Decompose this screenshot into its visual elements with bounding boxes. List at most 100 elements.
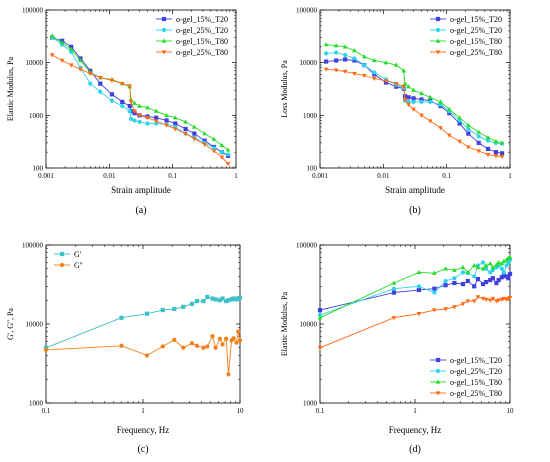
legend: o-gel_15%_T20 o-gel_25%_T20 o-gel_15%_T80o… — [430, 15, 502, 57]
series-line — [51, 54, 229, 165]
data-point — [457, 139, 462, 144]
legend: o-gel_15%_T20 o-gel_25%_T20 o-gel_15%_T80o… — [156, 15, 228, 57]
data-point — [460, 270, 466, 275]
data-point — [217, 336, 222, 341]
data-point — [438, 99, 443, 104]
data-point — [419, 99, 424, 104]
data-point — [210, 334, 215, 339]
series-line — [51, 37, 229, 157]
series-line — [45, 331, 241, 375]
y-tick-label: 10000 — [26, 321, 44, 329]
legend-marker — [435, 357, 441, 363]
data-point — [317, 312, 323, 318]
legend-label: o-gel_25%_T80 — [450, 389, 502, 398]
data-point — [128, 100, 134, 105]
x-tick-label: 1 — [508, 172, 512, 180]
minor-ticks — [320, 10, 510, 168]
data-point — [219, 142, 225, 147]
data-point — [487, 261, 493, 266]
data-point — [153, 119, 159, 124]
legend-marker — [435, 50, 441, 55]
legend-label: o-gel_15%_T80 — [450, 37, 502, 46]
data-point — [137, 103, 142, 108]
legend-marker — [435, 27, 441, 33]
x-tick-label: 1 — [141, 407, 145, 415]
data-point — [68, 46, 74, 51]
data-point — [452, 276, 457, 281]
data-point — [427, 94, 433, 99]
data-point — [119, 315, 124, 320]
data-point — [371, 76, 377, 82]
y-tick-label: 10000 — [300, 321, 318, 329]
data-point — [317, 315, 323, 320]
data-point — [202, 142, 207, 147]
series-line — [51, 37, 229, 156]
data-point — [457, 121, 462, 126]
data-point — [432, 290, 437, 295]
data-point — [476, 129, 481, 134]
data-point — [213, 345, 218, 350]
series-1 — [50, 35, 231, 157]
legend-marker — [59, 262, 65, 268]
data-point — [452, 267, 457, 272]
data-point — [98, 81, 103, 86]
legend-marker — [59, 251, 65, 257]
x-tick-label: 10 — [507, 407, 515, 415]
chart-panel-c: 0.1 1 10 1000 10000 100000 Frequency, Hz G', G'… — [6, 242, 244, 456]
legend: o-gel_15%_T20 o-gel_25%_T20 o-gel_15%_T80o… — [430, 356, 502, 398]
data-point — [466, 122, 471, 127]
data-point — [164, 112, 169, 118]
data-point — [181, 304, 186, 309]
data-point — [485, 146, 491, 152]
data-point — [483, 262, 489, 268]
data-point — [219, 155, 225, 160]
y-tick-label: 10000 — [26, 59, 44, 67]
data-point — [225, 147, 231, 152]
y-tick-label: 10000 — [300, 59, 318, 67]
data-point — [419, 113, 424, 118]
data-point — [480, 260, 486, 265]
data-point — [154, 115, 159, 120]
data-point — [460, 264, 466, 270]
data-point — [183, 126, 188, 132]
data-point — [68, 63, 74, 68]
series-line — [326, 68, 503, 157]
data-point — [225, 152, 231, 157]
data-point — [466, 145, 471, 150]
y-tick-label: 100000 — [296, 7, 318, 15]
series-3 — [49, 53, 231, 167]
data-point — [144, 353, 150, 358]
legend-label: o-gel_25%_T80 — [176, 48, 228, 57]
data-point — [144, 311, 150, 316]
series-line — [319, 256, 511, 319]
data-point — [220, 296, 225, 301]
data-point — [119, 81, 125, 87]
data-point — [499, 151, 505, 156]
data-point — [183, 131, 188, 137]
data-point — [476, 149, 481, 154]
data-point — [402, 81, 408, 86]
data-point — [472, 284, 477, 289]
data-point — [234, 340, 239, 345]
data-point — [372, 70, 377, 75]
x-tick-label: 0.1 — [442, 172, 451, 180]
data-point — [466, 126, 471, 132]
x-tick-label: 0.1 — [42, 407, 51, 415]
data-point — [192, 131, 197, 136]
legend-label: G'' — [74, 261, 83, 270]
data-point — [483, 279, 489, 285]
data-point — [499, 140, 505, 145]
data-point — [202, 131, 207, 136]
data-point — [391, 316, 397, 321]
data-point — [501, 258, 507, 264]
y-axis-label: Elastic Modulus, Pa — [6, 56, 15, 121]
data-point — [225, 162, 231, 167]
data-point — [472, 274, 477, 279]
data-point — [237, 295, 243, 300]
legend-label: G' — [74, 250, 82, 259]
data-point — [432, 286, 437, 291]
data-point — [493, 154, 499, 159]
y-tick-label: 100 — [307, 165, 318, 173]
x-tick-label: 1 — [234, 172, 238, 180]
data-point — [59, 40, 65, 45]
